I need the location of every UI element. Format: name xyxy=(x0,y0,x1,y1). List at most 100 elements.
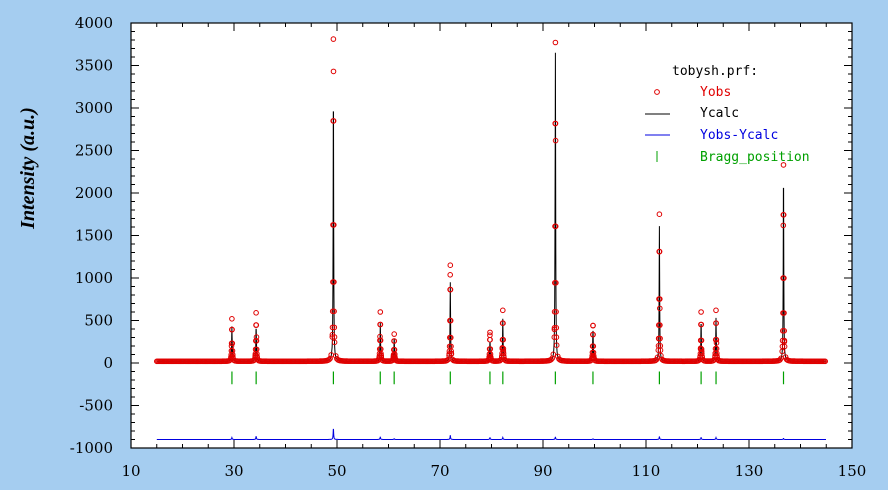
yobs-point xyxy=(552,39,559,46)
yobs-point xyxy=(326,356,332,363)
yobs-point xyxy=(552,137,559,144)
yobs-point xyxy=(713,340,720,346)
y-tick-label: 1000 xyxy=(75,269,113,287)
yobs-point xyxy=(657,347,664,354)
legend-diff-label: Yobs-Ycalc xyxy=(700,128,778,143)
yobs-point xyxy=(377,337,384,344)
yobs-point xyxy=(655,343,662,349)
y-tick-label: 500 xyxy=(84,312,113,330)
yobs-point xyxy=(448,351,455,357)
y-tick-labels: -1000 -500 0 500 1000 1500 2000 2500 3000 3500 400… xyxy=(70,14,113,457)
yobs-point xyxy=(591,355,597,362)
difference-series xyxy=(156,428,826,440)
yobs-series xyxy=(154,36,829,365)
legend-bragg-label: Bragg_position xyxy=(700,150,810,165)
yobs-point xyxy=(448,334,454,341)
yobs-point xyxy=(500,350,507,357)
yobs-point xyxy=(253,334,260,340)
yobs-point xyxy=(447,262,454,269)
yobs-point xyxy=(500,320,506,327)
yobs-point xyxy=(590,343,597,350)
yobs-point xyxy=(780,162,787,168)
x-tick-label: 70 xyxy=(430,462,449,480)
yobs-point xyxy=(699,350,705,357)
legend-title: tobysh.prf: xyxy=(672,64,758,79)
yobs-point xyxy=(444,357,450,364)
yobs-point xyxy=(331,334,338,340)
yobs-point xyxy=(781,328,788,334)
yobs-point xyxy=(713,307,719,314)
yobs-point xyxy=(254,351,260,357)
yobs-point xyxy=(330,68,337,75)
yobs-point xyxy=(781,337,788,344)
yobs-point xyxy=(330,36,337,42)
yobs-point xyxy=(329,334,336,340)
yobs-point xyxy=(550,351,557,358)
bragg-ticks xyxy=(231,371,785,385)
yobs-point xyxy=(551,334,558,341)
yobs-point xyxy=(781,310,787,316)
yobs-point xyxy=(500,336,507,343)
yobs-point xyxy=(378,354,385,361)
yobs-point xyxy=(391,331,398,337)
yobs-point xyxy=(780,222,787,229)
yobs-point xyxy=(448,348,455,355)
yobs-point xyxy=(253,338,260,344)
y-tick-label: -500 xyxy=(79,397,113,415)
yobs-point xyxy=(391,338,398,344)
plot-area xyxy=(130,22,853,449)
yobs-point xyxy=(229,316,235,322)
yobs-point xyxy=(699,354,706,361)
yobs-point xyxy=(548,356,554,363)
yobs-point xyxy=(229,326,235,333)
yobs-point xyxy=(447,317,454,324)
y-tick-label: 2000 xyxy=(75,184,113,202)
yobs-point xyxy=(378,350,384,357)
axis-ticks xyxy=(130,22,853,449)
x-tick-label: 30 xyxy=(224,462,243,480)
y-tick-label: 1500 xyxy=(75,227,113,245)
yobs-point xyxy=(822,358,829,365)
yobs-point xyxy=(331,279,337,285)
yobs-point xyxy=(377,333,383,340)
yobs-point xyxy=(331,222,337,228)
legend-yobs-symbol xyxy=(654,89,660,95)
yobs-point xyxy=(553,280,559,286)
x-tick-label: 50 xyxy=(327,462,346,480)
yobs-point xyxy=(501,354,507,361)
yobs-point xyxy=(713,336,720,343)
yobs-point xyxy=(488,356,494,362)
difference-line xyxy=(156,428,826,440)
yobs-point xyxy=(553,342,560,349)
yobs-point xyxy=(698,321,705,328)
legend: tobysh.prf: Yobs Ycalc Yobs-Ycalc Bragg_… xyxy=(645,64,810,165)
yobs-point xyxy=(714,350,720,357)
legend-ycalc-label: Ycalc xyxy=(700,106,739,121)
yobs-point xyxy=(779,343,786,350)
yobs-point xyxy=(330,118,337,124)
yobs-point xyxy=(657,296,663,302)
yobs-point xyxy=(552,120,559,127)
yobs-point xyxy=(447,286,454,293)
yobs-point xyxy=(230,355,236,361)
yobs-point xyxy=(656,248,663,255)
yobs-point xyxy=(377,321,384,328)
x-tick-label: 150 xyxy=(838,462,867,480)
y-axis-label: Intensity (a.u.) xyxy=(17,107,39,230)
yobs-point xyxy=(656,211,663,217)
x-tick-label: 130 xyxy=(735,462,764,480)
yobs-point xyxy=(229,351,236,358)
yobs-point xyxy=(698,309,704,315)
yobs-point xyxy=(590,322,596,329)
y-tick-label: 3500 xyxy=(75,57,113,75)
yobs-point xyxy=(487,336,493,343)
yobs-point xyxy=(331,324,338,331)
x-tick-label: 10 xyxy=(121,462,140,480)
legend-yobs-label: Yobs xyxy=(700,85,731,100)
yobs-point xyxy=(487,329,493,336)
yobs-point xyxy=(780,212,787,218)
yobs-point xyxy=(553,325,560,331)
yobs-point xyxy=(229,340,236,347)
yobs-point xyxy=(698,337,705,344)
